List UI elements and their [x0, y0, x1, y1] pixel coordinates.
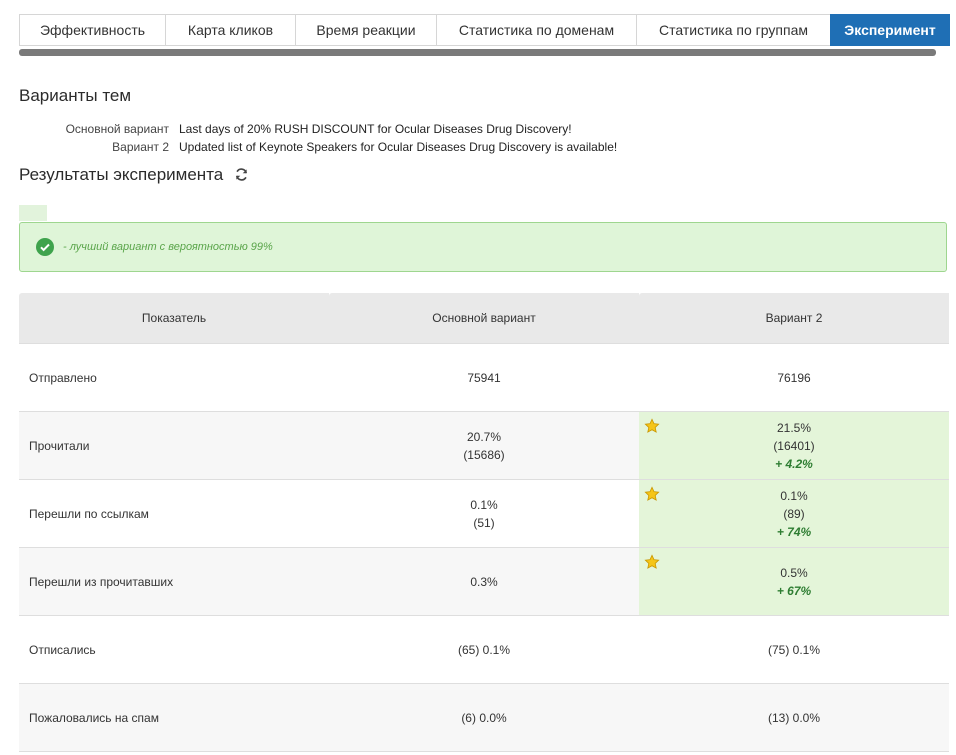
value-count: (51): [473, 515, 495, 530]
check-circle-icon: [36, 238, 54, 256]
value-cell-main: 20.7% (15686): [329, 411, 639, 480]
tab-efficiency[interactable]: Эффективность: [19, 14, 165, 46]
value-cell-variant2: 0.1% (89) + 74%: [639, 479, 949, 548]
value-cell-main: 0.3%: [329, 547, 639, 616]
tab-group-stats[interactable]: Статистика по группам: [636, 14, 830, 46]
metric-cell: Прочитали: [19, 411, 329, 480]
variant-label: Вариант 2: [112, 140, 169, 154]
metric-cell: Отписались: [19, 615, 329, 684]
value-cell-variant2: 76196: [639, 343, 949, 412]
star-icon: [644, 486, 660, 507]
value-cell-variant2: (75) 0.1%: [639, 615, 949, 684]
header-variant-main: Основной вариант: [329, 293, 639, 344]
tabs-scrollbar[interactable]: [19, 49, 936, 56]
value-cell-variant2: 0.5% + 67%: [639, 547, 949, 616]
value-percent: 0.1%: [780, 488, 808, 503]
value-cell-main: (6) 0.0%: [329, 683, 639, 752]
value-percent: 0.3%: [470, 574, 498, 589]
value: 75941: [467, 370, 501, 385]
value-percent: 20.7%: [466, 429, 502, 444]
metric-cell: Перешли из прочитавших: [19, 547, 329, 616]
alert-text: - лучший вариант с вероятностью 99%: [63, 241, 273, 253]
table-header-row: Показатель Основной вариант Вариант 2: [19, 293, 949, 344]
value-cell-main: (65) 0.1%: [329, 615, 639, 684]
value-cell-main: 75941: [329, 343, 639, 412]
value-cell-main: 0.1% (51): [329, 479, 639, 548]
tab-bar: Эффективность Карта кликов Время реакции…: [19, 14, 950, 48]
value-percent: 21.5%: [776, 420, 812, 435]
table-row: Отписались (65) 0.1% (75) 0.1%: [19, 615, 949, 684]
value-cell-variant2: 21.5% (16401) + 4.2%: [639, 411, 949, 480]
variant-color-swatch: [19, 205, 47, 221]
tab-click-map[interactable]: Карта кликов: [165, 14, 295, 46]
value-percent: 0.5%: [780, 565, 808, 580]
results-heading: Результаты эксперимента: [19, 165, 249, 187]
lift-value: + 4.2%: [775, 456, 813, 471]
value: 76196: [777, 370, 811, 385]
table-row: Отправлено 75941 76196: [19, 343, 949, 412]
metric-cell: Пожаловались на спам: [19, 683, 329, 752]
variant-row: Вариант 2 Updated list of Keynote Speake…: [19, 138, 617, 156]
subjects-title: Варианты тем: [19, 86, 132, 105]
value: (75) 0.1%: [767, 642, 821, 657]
header-metric: Показатель: [19, 293, 329, 344]
table-row: Перешли из прочитавших 0.3% 0.5% + 67%: [19, 547, 949, 616]
results-title: Результаты эксперимента: [19, 165, 224, 184]
tab-domain-stats[interactable]: Статистика по доменам: [436, 14, 636, 46]
lift-value: + 74%: [776, 524, 812, 539]
tab-reaction-time[interactable]: Время реакции: [295, 14, 436, 46]
subject-variants: Основной вариант Last days of 20% RUSH D…: [19, 120, 618, 156]
value-count: (15686): [463, 447, 505, 462]
table-row: Перешли по ссылкам 0.1% (51) 0.1% (89) +…: [19, 479, 949, 548]
value: (13) 0.0%: [767, 710, 821, 725]
variant-label: Основной вариант: [65, 122, 169, 136]
value-count: (16401): [773, 438, 815, 453]
refresh-icon[interactable]: [234, 167, 249, 187]
metric-cell: Перешли по ссылкам: [19, 479, 329, 548]
value-cell-variant2: (13) 0.0%: [639, 683, 949, 752]
star-icon: [644, 418, 660, 439]
value-percent: 0.1%: [470, 497, 498, 512]
variant-row: Основной вариант Last days of 20% RUSH D…: [19, 120, 617, 138]
table-row: Прочитали 20.7% (15686) 21.5% (16401) + …: [19, 411, 949, 480]
variant-subject: Last days of 20% RUSH DISCOUNT for Ocula…: [179, 122, 572, 136]
header-variant-2: Вариант 2: [639, 293, 949, 344]
metric-cell: Отправлено: [19, 343, 329, 412]
winner-alert: - лучший вариант с вероятностью 99%: [19, 222, 947, 272]
table-row: Пожаловались на спам (6) 0.0% (13) 0.0%: [19, 683, 949, 752]
star-icon: [644, 554, 660, 575]
tab-experiment[interactable]: Эксперимент: [830, 14, 950, 46]
results-table: Показатель Основной вариант Вариант 2 От…: [19, 293, 949, 752]
value-count: (89): [783, 506, 805, 521]
value: (6) 0.0%: [461, 710, 507, 725]
value: (65) 0.1%: [457, 642, 511, 657]
lift-value: + 67%: [776, 583, 812, 598]
variant-subject: Updated list of Keynote Speakers for Ocu…: [179, 140, 618, 154]
